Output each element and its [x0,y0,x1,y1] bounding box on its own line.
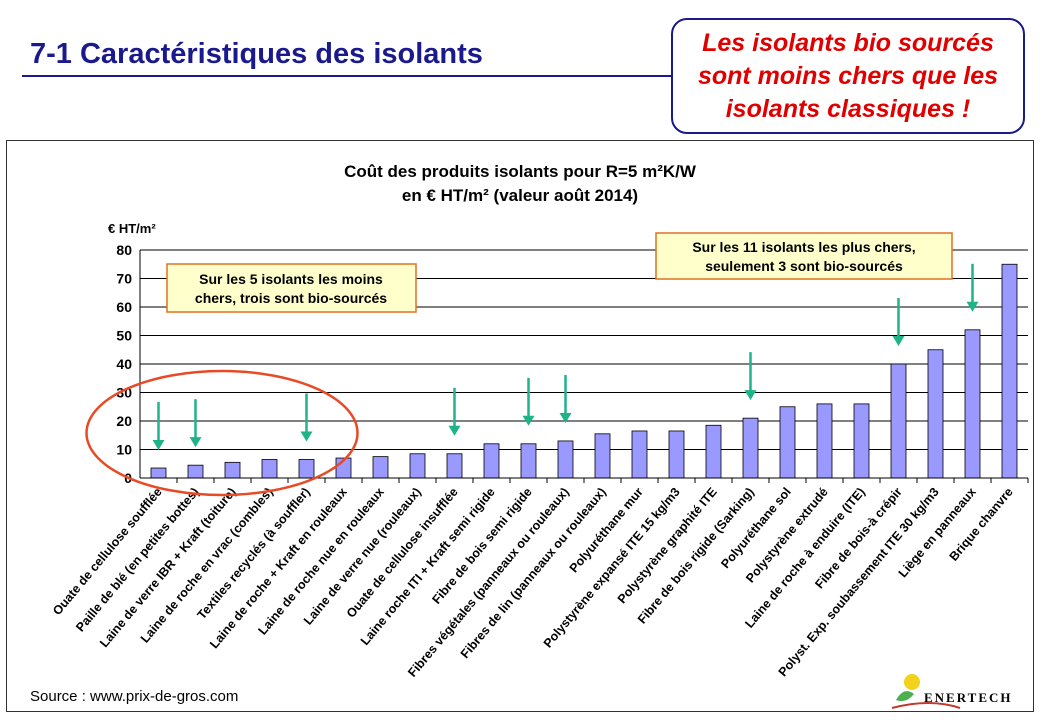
bar [557,440,574,479]
annotation-cheapest-line-1: Sur les 5 isolants les moins [199,271,383,287]
y-axis-label: € HT/m² [108,221,156,236]
x-tick-label: Polystyrène expansé ITE 15 kg/m3 [541,485,683,651]
y-tick-label: 80 [116,242,132,258]
chart-title-line-2: en € HT/m² (valeur août 2014) [402,186,638,205]
bar [779,406,796,479]
bio-sourced-arrow-icon [448,387,461,436]
bar [853,403,870,479]
bar [964,329,981,479]
bar [150,467,167,479]
x-tick-label: Laine roche ITI + Kraft semi rigide [358,485,498,648]
bio-sourced-arrow-icon [744,352,757,401]
annotation-most-expensive: Sur les 11 isolants les plus chers, seul… [655,232,953,280]
annotation-cheapest-line-2: chers, trois sont bio-sourcés [195,290,387,306]
title-underline [22,75,672,77]
x-tick-label: Laine de verre IBR + Kraft (toiture) [97,485,239,650]
bar [594,433,611,479]
bar [261,459,278,479]
bio-sourced-arrow-icon [892,298,905,346]
bar [890,363,907,479]
logo-swoosh-icon [891,702,961,709]
annotation-expensive-box [655,232,953,280]
bio-sourced-arrow-icon [152,402,165,451]
logo-text: ENERTECH [924,690,1013,705]
bar [927,349,944,479]
bar [520,443,537,479]
bar [816,403,833,479]
bar [705,424,722,479]
callout-line-3: isolants classiques ! [725,94,971,123]
source-credit: Source : www.prix-de-gros.com [30,688,239,705]
bar [631,430,648,479]
x-tick-label: Laine de roche + Kraft en rouleaux [207,485,350,651]
bar [187,464,204,479]
y-tick-label: 20 [116,413,132,429]
y-tick-label: 60 [116,299,132,315]
annotation-expensive-line-1: Sur les 11 isolants les plus chers, [692,239,915,255]
enertech-logo: ENERTECH [891,674,1013,709]
logo-leaf-icon [896,691,914,702]
annotation-cheapest-box [166,263,417,313]
conclusion-callout: Les isolants bio sourcés sont moins cher… [671,18,1025,134]
callout-line-1: Les isolants bio sourcés [702,28,994,57]
bio-sourced-arrow-icon [300,393,313,442]
y-tick-label: 50 [116,328,132,344]
slide-title: 7-1 Caractéristiques des isolants [30,38,483,70]
cheapest-ellipse [85,369,359,497]
bar [742,417,759,479]
annotation-expensive-line-2: seulement 3 sont bio-sourcés [705,258,903,274]
bio-sourced-arrow-icon [189,399,202,448]
bar [1001,263,1018,479]
bio-sourced-arrow-icon [966,263,979,312]
bio-sourced-arrow-icon [522,377,535,426]
y-tick-label: 70 [116,271,132,287]
callout-line-2: sont moins chers que les [697,61,999,90]
bars [150,263,1018,479]
chart-frame [6,140,1034,712]
bar [409,453,426,479]
bar [668,430,685,479]
bio-sourced-arrows [152,263,979,451]
chart-title-line-1: Coût des produits isolants pour R=5 m²K/… [344,162,697,181]
y-tick-label: 40 [116,356,132,372]
y-tick-label: 10 [116,442,132,458]
axes [139,250,1029,483]
bar [372,456,389,479]
bar [298,459,315,479]
bar [483,443,500,479]
cheapest-highlight [85,369,359,497]
x-tick-label: Polyuréthane sol [718,485,793,571]
bar [446,453,463,479]
annotation-cheapest: Sur les 5 isolants les moins chers, troi… [166,263,417,313]
logo-sun-icon [904,674,920,690]
bar [224,461,241,479]
bio-sourced-arrow-icon [559,374,572,423]
